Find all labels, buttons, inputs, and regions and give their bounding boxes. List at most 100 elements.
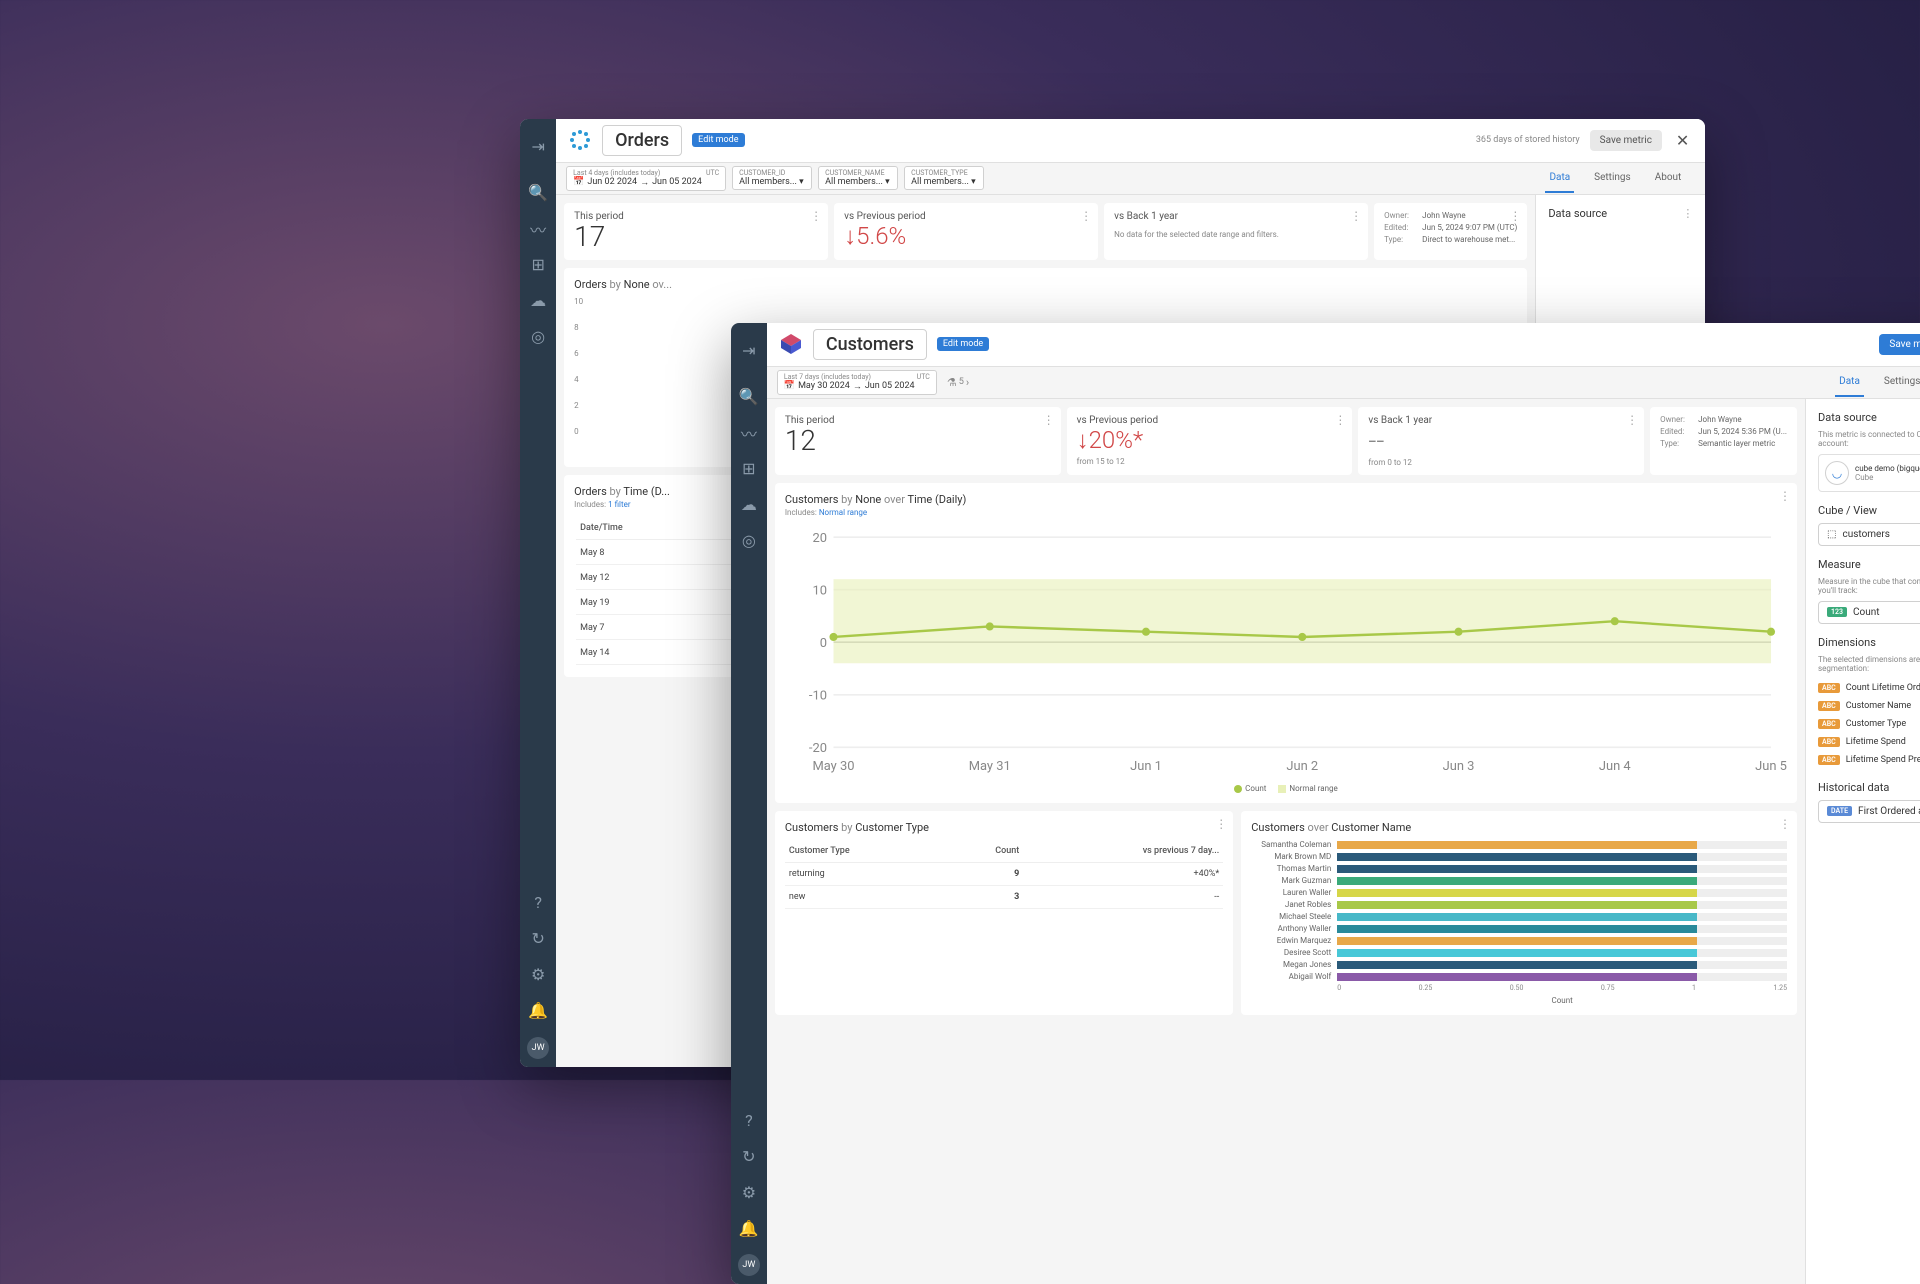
more-icon[interactable]: ⋮: [1043, 413, 1055, 427]
dimension-row[interactable]: ABCCount Lifetime Orders✓: [1818, 679, 1920, 697]
metric-vs-previous: ⋮ vs Previous period ↓5.6%: [834, 203, 1098, 261]
measure-select[interactable]: 123Count⌄: [1818, 601, 1920, 624]
settings-icon[interactable]: ⚙: [526, 963, 550, 987]
activity-icon[interactable]: 〰: [526, 217, 550, 241]
sync-icon[interactable]: ↻: [526, 927, 550, 951]
dimension-row[interactable]: ABCCustomer Name✓: [1818, 697, 1920, 715]
svg-text:0: 0: [820, 637, 827, 652]
hbar-row: Edwin Marquez: [1251, 936, 1787, 945]
table-row[interactable]: returning9+40%*: [785, 863, 1223, 886]
search-icon[interactable]: 🔍: [737, 385, 761, 409]
save-button[interactable]: Save metric: [1879, 334, 1920, 355]
config-panel: Data source⋮ This metric is connected to…: [1805, 399, 1920, 1284]
tab-settings[interactable]: Settings: [1590, 164, 1635, 193]
dimension-row[interactable]: ABCLifetime Spend Pretax✓: [1818, 751, 1920, 769]
header: Orders Edit mode 365 days of stored hist…: [556, 119, 1705, 163]
date-range-picker[interactable]: Last 4 days (includes today)UTC 📅 Jun 02…: [566, 166, 726, 191]
hbar-row: Megan Jones: [1251, 960, 1787, 969]
filter-chip[interactable]: CUSTOMER_NAMEAll members... ▾: [818, 166, 898, 190]
customers-by-type-table: ⋮ Customers by Customer Type Customer Ty…: [775, 811, 1233, 1015]
filter-bar: Last 4 days (includes today)UTC 📅 Jun 02…: [556, 163, 1705, 195]
search-icon[interactable]: 🔍: [526, 181, 550, 205]
connection-box[interactable]: ◡ cube demo (bigquery)Cube: [1818, 454, 1920, 492]
collapse-icon[interactable]: ⇥: [526, 135, 550, 159]
customers-by-name-chart: ⋮ Customers over Customer Name Samantha …: [1241, 811, 1797, 1015]
metric-meta: Owner:John WayneEdited:Jun 5, 2024 5:36 …: [1650, 407, 1797, 476]
svg-text:Jun 2: Jun 2: [1286, 759, 1318, 774]
hbar-row: Janet Robles: [1251, 900, 1787, 909]
cloud-icon[interactable]: ☁: [737, 493, 761, 517]
tab-settings[interactable]: Settings: [1880, 368, 1920, 397]
sidebar: ⇥ 🔍 〰 ⊞ ☁ ◎ ? ↻ ⚙ 🔔 JW: [520, 119, 556, 1067]
more-icon[interactable]: ⋮: [1334, 413, 1346, 427]
more-icon[interactable]: ⋮: [1779, 817, 1791, 831]
activity-icon[interactable]: 〰: [737, 421, 761, 445]
tab-bar: DataSettingsAbout: [1825, 368, 1920, 397]
tab-data[interactable]: Data: [1835, 368, 1864, 397]
bell-icon[interactable]: 🔔: [737, 1216, 761, 1240]
historical-select[interactable]: DATEFirst Ordered at⌄: [1818, 800, 1920, 823]
user-circle-icon: ◡: [1825, 461, 1849, 485]
line-chart-svg: 20100-10-20May 30May 31Jun 1Jun 2Jun 3Ju…: [785, 521, 1787, 780]
svg-text:10: 10: [812, 584, 827, 599]
sidebar: ⇥ 🔍 〰 ⊞ ☁ ◎ ? ↻ ⚙ 🔔 JW: [731, 323, 767, 1284]
svg-text:May 31: May 31: [969, 759, 1011, 774]
hbar-row: Anthony Waller: [1251, 924, 1787, 933]
tab-about[interactable]: About: [1651, 164, 1686, 193]
help-icon[interactable]: ?: [737, 1108, 761, 1132]
customers-line-chart: ⋮ Customers by None over Time (Daily) In…: [775, 483, 1797, 803]
hbar-row: Mark Guzman: [1251, 876, 1787, 885]
compass-icon[interactable]: ◎: [737, 529, 761, 553]
user-avatar[interactable]: JW: [527, 1037, 549, 1059]
more-icon[interactable]: ⋮: [1080, 209, 1092, 223]
hbar-row: Lauren Waller: [1251, 888, 1787, 897]
svg-text:-20: -20: [809, 742, 827, 757]
more-icon[interactable]: ⋮: [1350, 209, 1362, 223]
more-icon[interactable]: ⋮: [1779, 489, 1791, 503]
svg-text:Jun 1: Jun 1: [1130, 759, 1162, 774]
page-title: Customers: [813, 329, 927, 360]
settings-icon[interactable]: ⚙: [737, 1180, 761, 1204]
more-icon[interactable]: ⋮: [1509, 209, 1521, 223]
svg-text:May 30: May 30: [812, 759, 854, 774]
filter-icon[interactable]: ⚗ 5 ›: [943, 376, 973, 389]
table-row[interactable]: new3--: [785, 886, 1223, 909]
cloud-icon[interactable]: ☁: [526, 289, 550, 313]
cube-icon: ⬚: [1827, 529, 1836, 540]
dimension-row[interactable]: ABCLifetime Spend✓: [1818, 733, 1920, 751]
more-icon[interactable]: ⋮: [810, 209, 822, 223]
hbar-row: Samantha Coleman: [1251, 840, 1787, 849]
edit-mode-badge: Edit mode: [937, 337, 989, 351]
more-icon[interactable]: ⋮: [1682, 207, 1693, 220]
history-label: 365 days of stored history: [1476, 135, 1580, 145]
close-icon[interactable]: ✕: [1672, 131, 1693, 150]
bell-icon[interactable]: 🔔: [526, 999, 550, 1023]
hbar-row: Thomas Martin: [1251, 864, 1787, 873]
customers-window: ⇥ 🔍 〰 ⊞ ☁ ◎ ? ↻ ⚙ 🔔 JW Customers Edit mo…: [731, 323, 1920, 1284]
edit-mode-badge: Edit mode: [692, 133, 744, 147]
dashboard-icon[interactable]: ⊞: [737, 457, 761, 481]
date-range-picker[interactable]: Last 7 days (includes today)UTC 📅 May 30…: [777, 370, 937, 395]
metric-this-period: ⋮ This period 17: [564, 203, 828, 261]
tab-data[interactable]: Data: [1545, 164, 1574, 193]
dashboard-icon[interactable]: ⊞: [526, 253, 550, 277]
more-icon[interactable]: ⋮: [1215, 817, 1227, 831]
header: Customers Edit mode Save metric ✕: [767, 323, 1920, 367]
dimension-row[interactable]: ABCCustomer Type✓: [1818, 715, 1920, 733]
page-title: Orders: [602, 125, 682, 156]
sync-icon[interactable]: ↻: [737, 1144, 761, 1168]
save-button[interactable]: Save metric: [1590, 130, 1662, 151]
filter-chip[interactable]: CUSTOMER_TYPEAll members... ▾: [904, 166, 984, 190]
compass-icon[interactable]: ◎: [526, 325, 550, 349]
help-icon[interactable]: ?: [526, 891, 550, 915]
svg-text:Jun 3: Jun 3: [1442, 759, 1474, 774]
app-logo-icon: [779, 332, 803, 356]
cube-select[interactable]: ⬚customers⌄: [1818, 523, 1920, 546]
svg-text:Jun 5: Jun 5: [1755, 759, 1787, 774]
collapse-icon[interactable]: ⇥: [737, 339, 761, 363]
filter-chip[interactable]: CUSTOMER_IDAll members... ▾: [732, 166, 812, 190]
user-avatar[interactable]: JW: [738, 1254, 760, 1276]
more-icon[interactable]: ⋮: [1626, 413, 1638, 427]
metric-vs-previous: ⋮ vs Previous period ↓20%* from 15 to 12: [1067, 407, 1353, 476]
metric-vs-year: ⋮ vs Back 1 year No data for the selecte…: [1104, 203, 1368, 261]
